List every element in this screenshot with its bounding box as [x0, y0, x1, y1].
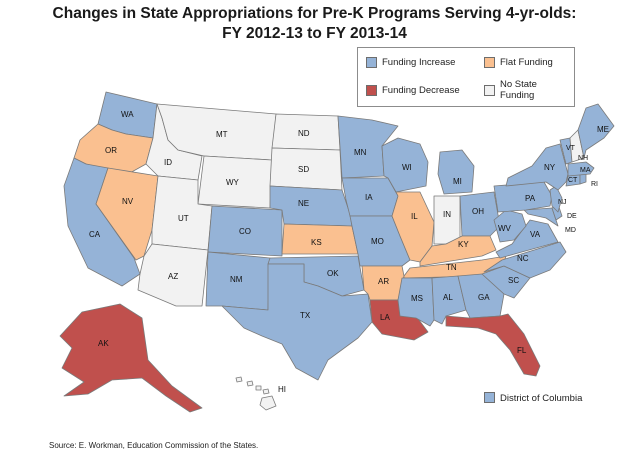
label-IA: IA: [365, 193, 373, 202]
label-AK: AK: [98, 339, 109, 348]
label-TN: TN: [446, 263, 457, 272]
label-WI: WI: [402, 163, 412, 172]
state-AZ: [137, 243, 209, 307]
state-IL: [391, 191, 435, 263]
label-MN: MN: [354, 148, 367, 157]
label-IL: IL: [411, 212, 418, 221]
label-OK: OK: [327, 269, 339, 278]
label-NJ: NJ: [558, 199, 567, 206]
label-GA: GA: [478, 293, 490, 302]
legend-label-increase: Funding Increase: [382, 57, 456, 68]
label-MO: MO: [371, 237, 384, 246]
label-WV: WV: [498, 224, 512, 233]
map-title: Changes in State Appropriations for Pre-…: [52, 5, 577, 22]
legend-label-flat: Flat Funding: [500, 57, 553, 68]
label-IN: IN: [443, 210, 451, 219]
label-OR: OR: [105, 146, 117, 155]
state-FL: [445, 313, 541, 377]
legend-swatch-increase: [366, 57, 377, 68]
dc-legend: District of Columbia: [484, 392, 582, 404]
state-OR: [73, 123, 154, 175]
label-VA: VA: [530, 230, 541, 239]
state-MI: [437, 149, 475, 195]
state-MA: [567, 161, 595, 177]
label-KY: KY: [458, 240, 469, 249]
label-WY: WY: [226, 178, 240, 187]
state-VA: [495, 219, 559, 259]
label-MI: MI: [453, 177, 462, 186]
label-DE: DE: [567, 213, 577, 220]
map-subtitle: FY 2012-13 to FY 2013-14: [222, 25, 407, 42]
label-MA: MA: [580, 167, 591, 174]
label-VT: VT: [566, 145, 576, 152]
label-KS: KS: [311, 238, 322, 247]
label-ID: ID: [164, 158, 172, 167]
label-NE: NE: [298, 199, 309, 208]
state-OH: [459, 191, 501, 237]
label-MD: MD: [565, 227, 576, 234]
legend-label-none: No State Funding: [500, 79, 537, 101]
state-IN: [433, 195, 461, 245]
label-NM: NM: [230, 275, 243, 284]
label-RI: RI: [591, 181, 598, 188]
label-NH: NH: [578, 155, 588, 162]
dc-label: District of Columbia: [500, 393, 583, 404]
label-ND: ND: [298, 129, 310, 138]
label-UT: UT: [178, 214, 189, 223]
label-HI: HI: [278, 385, 286, 394]
state-MD: [523, 207, 559, 227]
label-NC: NC: [517, 254, 529, 263]
label-SC: SC: [508, 276, 519, 285]
label-ME: ME: [597, 125, 609, 134]
label-CA: CA: [89, 230, 101, 239]
label-NV: NV: [122, 197, 134, 206]
legend-swatch-decrease: [366, 85, 377, 96]
legend-swatch-none: [484, 85, 495, 96]
label-AL: AL: [443, 293, 453, 302]
legend: Funding Increase Flat Funding Funding De…: [357, 47, 575, 107]
state-NC: [483, 241, 567, 279]
label-PA: PA: [525, 194, 536, 203]
state-WI: [381, 137, 429, 193]
legend-swatch-flat: [484, 57, 495, 68]
label-CT: CT: [568, 177, 578, 184]
dc-swatch: [484, 392, 495, 403]
state-RI: [579, 173, 587, 185]
label-MS: MS: [411, 294, 423, 303]
label-AZ: AZ: [168, 272, 178, 281]
state-KY: [419, 235, 497, 267]
label-WA: WA: [121, 110, 134, 119]
state-PA: [493, 181, 553, 213]
label-SD: SD: [298, 165, 309, 174]
label-MT: MT: [216, 130, 228, 139]
label-LA: LA: [380, 313, 390, 322]
state-ME: [577, 103, 615, 159]
label-AR: AR: [378, 277, 389, 286]
label-FL: FL: [517, 346, 527, 355]
label-OH: OH: [472, 207, 484, 216]
legend-label-decrease: Funding Decrease: [382, 85, 460, 96]
state-AK: [59, 303, 203, 413]
state-labels: WA OR CA NV ID MT WY UT AZ CO NM ND SD N…: [89, 110, 609, 394]
state-HI: [235, 376, 277, 411]
label-NY: NY: [544, 163, 556, 172]
source-note: Source: E. Workman, Education Commission…: [49, 441, 259, 450]
state-NY: [505, 143, 569, 191]
state-TX: [221, 263, 373, 381]
label-CO: CO: [239, 227, 251, 236]
label-TX: TX: [300, 311, 311, 320]
state-CO: [207, 205, 283, 257]
